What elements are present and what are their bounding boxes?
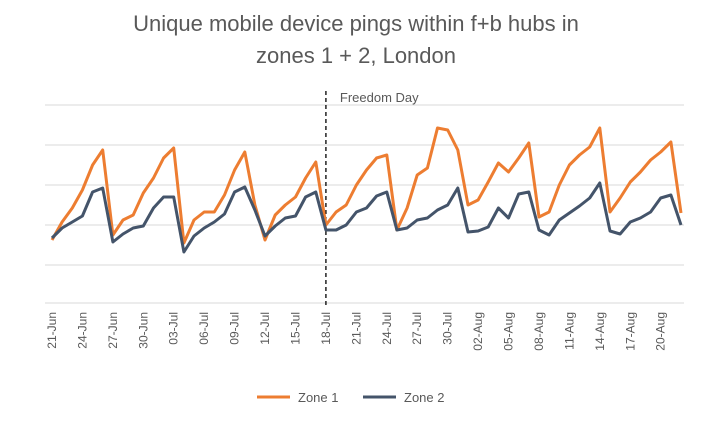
chart-title: zones 1 + 2, London xyxy=(256,43,456,68)
x-tick-label: 18-Jul xyxy=(319,312,333,345)
x-tick-label: 11-Aug xyxy=(562,312,576,350)
x-tick-label: 20-Aug xyxy=(654,312,668,351)
legend-label: Zone 2 xyxy=(404,390,444,405)
x-tick-label: 24-Jun xyxy=(75,312,89,349)
x-tick-label: 24-Jul xyxy=(380,312,394,345)
x-tick-label: 12-Jul xyxy=(258,312,272,345)
x-tick-label: 08-Aug xyxy=(532,312,546,351)
x-tick-label: 21-Jul xyxy=(349,312,363,345)
x-tick-label: 30-Jun xyxy=(136,312,150,349)
x-tick-label: 09-Jul xyxy=(228,312,242,345)
series-line xyxy=(50,126,683,245)
x-tick-label: 27-Jun xyxy=(106,312,120,349)
x-tick-label: 17-Aug xyxy=(623,312,637,351)
x-tick-label: 03-Jul xyxy=(167,312,181,345)
x-tick-label: 06-Jul xyxy=(197,312,211,345)
x-tick-label: 02-Aug xyxy=(471,312,485,351)
series-line xyxy=(50,181,683,254)
x-tick-label: 15-Jul xyxy=(288,312,302,345)
annotation-text: Freedom Day xyxy=(340,90,419,105)
x-tick-label: 14-Aug xyxy=(593,312,607,351)
x-tick-label: 30-Jul xyxy=(441,312,455,345)
x-tick-label: 05-Aug xyxy=(502,312,516,351)
x-tick-label: 27-Jul xyxy=(410,312,424,345)
chart-title: Unique mobile device pings within f+b hu… xyxy=(133,11,579,36)
x-tick-label: 21-Jun xyxy=(45,312,59,349)
legend-label: Zone 1 xyxy=(298,390,338,405)
